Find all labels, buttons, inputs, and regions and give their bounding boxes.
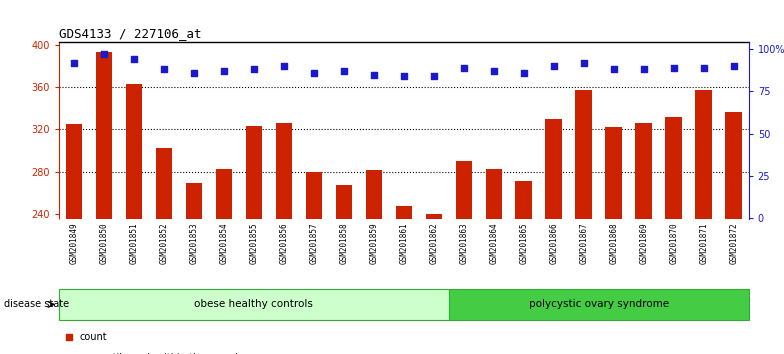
Point bbox=[158, 67, 170, 72]
Text: disease state: disease state bbox=[4, 299, 69, 309]
Point bbox=[128, 57, 140, 62]
Text: obese healthy controls: obese healthy controls bbox=[194, 299, 314, 309]
Bar bbox=[365, 170, 382, 219]
Bar bbox=[485, 169, 502, 219]
Point bbox=[67, 60, 80, 65]
Bar bbox=[456, 161, 472, 219]
Point bbox=[368, 72, 380, 77]
Point bbox=[187, 70, 200, 76]
Text: polycystic ovary syndrome: polycystic ovary syndrome bbox=[528, 299, 669, 309]
Point bbox=[97, 51, 110, 57]
Point bbox=[248, 67, 260, 72]
Bar bbox=[516, 181, 532, 219]
Bar bbox=[546, 119, 562, 219]
Bar bbox=[636, 123, 652, 219]
Point bbox=[608, 67, 620, 72]
Point bbox=[217, 68, 230, 74]
Point bbox=[337, 68, 350, 74]
Bar bbox=[125, 84, 142, 219]
Bar bbox=[155, 148, 172, 219]
Bar bbox=[605, 127, 622, 219]
Point bbox=[427, 73, 440, 79]
Bar bbox=[275, 123, 292, 219]
Bar bbox=[216, 169, 232, 219]
Bar bbox=[96, 52, 112, 219]
Point bbox=[698, 65, 710, 70]
Point bbox=[517, 70, 530, 76]
Bar bbox=[66, 124, 82, 219]
Bar bbox=[666, 117, 682, 219]
Point bbox=[637, 67, 650, 72]
Point bbox=[578, 60, 590, 65]
Bar bbox=[59, 289, 448, 320]
Bar bbox=[426, 214, 442, 219]
Text: percentile rank within the sample: percentile rank within the sample bbox=[79, 353, 245, 354]
Bar bbox=[448, 289, 749, 320]
Bar bbox=[245, 126, 262, 219]
Bar bbox=[186, 183, 202, 219]
Point bbox=[307, 70, 320, 76]
Point bbox=[488, 68, 500, 74]
Point bbox=[492, 265, 504, 271]
Bar bbox=[575, 90, 592, 219]
Point bbox=[492, 72, 504, 78]
Bar bbox=[336, 184, 352, 219]
Point bbox=[667, 65, 680, 70]
Text: count: count bbox=[79, 332, 107, 342]
Bar bbox=[395, 206, 412, 219]
Point bbox=[278, 63, 290, 69]
Point bbox=[397, 73, 410, 79]
Point bbox=[547, 63, 560, 69]
Point bbox=[458, 65, 470, 70]
Bar bbox=[725, 113, 742, 219]
Bar bbox=[695, 90, 712, 219]
Text: GDS4133 / 227106_at: GDS4133 / 227106_at bbox=[59, 27, 201, 40]
Point bbox=[728, 63, 740, 69]
Bar bbox=[306, 172, 322, 219]
